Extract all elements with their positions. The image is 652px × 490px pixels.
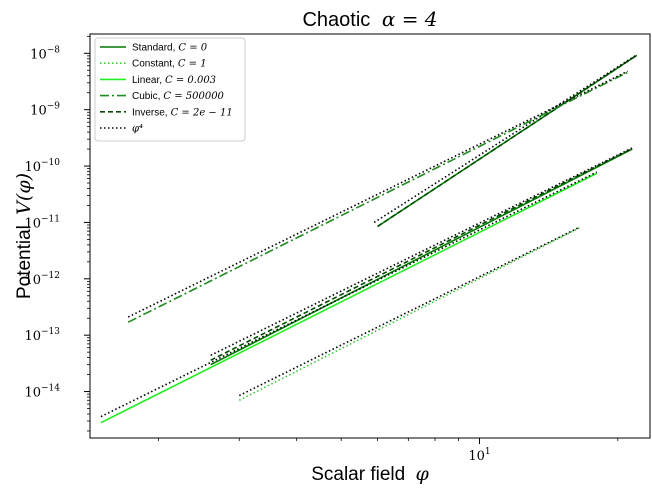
y-tick-label: 10−10 <box>24 158 60 175</box>
legend-label-name: Inverse, <box>132 107 168 118</box>
y-tick-label: 10−8 <box>30 45 60 62</box>
y-tick-label-base: 10 <box>24 329 41 344</box>
series-line-2 <box>373 54 638 224</box>
series-line-8 <box>100 172 598 424</box>
legend-label-name: Linear, <box>132 75 162 86</box>
x-axis-label-text: Scalar field <box>311 464 405 485</box>
legend-label-math: φ⁴ <box>132 124 143 135</box>
series-line-7 <box>210 147 633 357</box>
y-tick-label-exp: −8 <box>47 45 61 55</box>
series-line-4 <box>127 70 628 318</box>
y-axis-label: Potential V(φ) <box>13 173 35 299</box>
series-line-9 <box>100 171 598 418</box>
legend-label-name: Standard, <box>132 43 175 54</box>
series-line-6 <box>210 147 633 361</box>
y-tick-label: 10−11 <box>24 214 60 231</box>
y-tick-label-base: 10 <box>24 273 41 288</box>
series-layer <box>100 54 638 424</box>
legend-label-3: Cubic, C = 500000 <box>132 91 225 102</box>
series-line-10 <box>238 227 580 402</box>
y-tick-label-base: 10 <box>24 216 41 231</box>
series-line-5 <box>210 148 633 366</box>
legend-label-math: C = 0.003 <box>165 75 216 86</box>
y-tick-label-base: 10 <box>24 386 41 401</box>
legend-label-2: Linear, C = 0.003 <box>132 75 216 86</box>
series-line-11 <box>238 226 580 397</box>
legend-box <box>94 37 246 142</box>
y-tick-label: 10−12 <box>24 271 60 288</box>
legend-label-5: φ⁴ <box>132 124 143 135</box>
y-tick-label-exp: −10 <box>41 158 60 168</box>
series-line-3 <box>127 71 628 323</box>
y-tick-label-exp: −12 <box>41 271 60 281</box>
legend-label-name: Constant, <box>132 59 175 70</box>
x-tick-label: 101 <box>468 447 490 464</box>
y-tick-label-base: 10 <box>24 160 41 175</box>
y-tick-label-base: 10 <box>30 104 47 119</box>
y-tick-label-base: 10 <box>30 47 47 62</box>
x-axis-label-math: φ <box>415 463 429 485</box>
y-tick-label: 10−13 <box>24 327 60 344</box>
chart-title: Chaotic α = 4 <box>302 7 437 31</box>
y-tick-label: 10−9 <box>30 102 60 119</box>
x-axis-label: Scalar field φ <box>311 463 429 485</box>
x-tick-label-exp: 1 <box>485 447 491 457</box>
y-tick-label-exp: −11 <box>41 214 60 224</box>
plot-frame <box>89 33 651 439</box>
x-tick-label-base: 10 <box>468 449 485 464</box>
y-tick-label-exp: −9 <box>47 102 61 112</box>
legend-label-name: Cubic, <box>132 91 160 102</box>
legend-label-math: C = 0 <box>178 43 207 54</box>
legend-label-math: C = 2e − 11 <box>171 107 233 118</box>
legend-label-math: C = 500000 <box>163 91 224 102</box>
y-axis-label-math: V(φ) <box>13 173 35 215</box>
legend-label-4: Inverse, C = 2e − 11 <box>132 107 233 118</box>
legend-label-math: C = 1 <box>178 59 207 70</box>
chart-title-math: α = 4 <box>382 7 438 31</box>
series-line-1 <box>377 54 638 228</box>
x-axis-ticks: 101 <box>157 438 619 464</box>
y-tick-label-exp: −14 <box>41 384 60 394</box>
legend-label-0: Standard, C = 0 <box>132 43 208 54</box>
y-axis-label-text: Potential <box>14 225 35 299</box>
y-tick-label: 10−14 <box>24 384 60 401</box>
chart-title-text: Chaotic <box>302 9 370 31</box>
legend-label-1: Constant, C = 1 <box>132 59 207 70</box>
y-tick-label-exp: −13 <box>41 327 60 337</box>
